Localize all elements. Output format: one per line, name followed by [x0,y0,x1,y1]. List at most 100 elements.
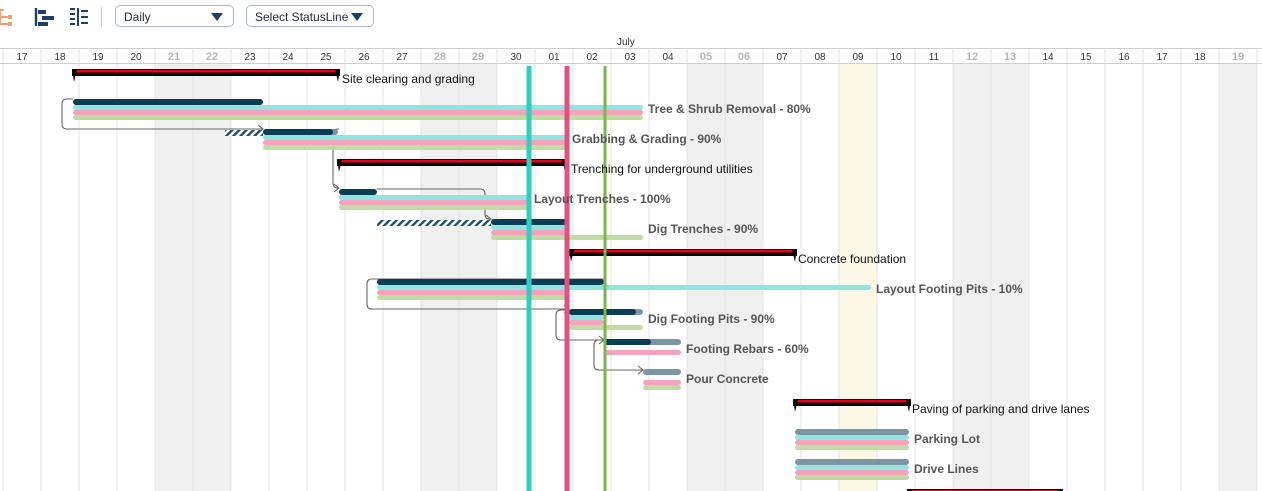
summary-bar-highlight [571,250,795,253]
day-label: 10 [890,52,902,63]
summary-bar[interactable] [72,69,340,82]
day-label: 30 [510,52,522,63]
task-label[interactable]: Drive Lines [914,462,979,476]
task-progress-bar[interactable] [604,339,651,345]
baseline-bar-cyan[interactable] [569,315,604,320]
baseline-bar-pink[interactable] [795,440,909,445]
summary-bar-highlight [339,160,565,163]
task-bar-remaining[interactable] [643,369,681,375]
baseline-bar-green[interactable] [795,445,909,450]
summary-start-marker [337,159,342,172]
dependency-link [593,339,643,371]
task-label[interactable]: Footing Rebars - 60% [686,342,809,356]
status-line-cyan[interactable] [526,66,532,491]
status-line-pink[interactable] [564,66,570,491]
highlight-column [839,64,877,491]
baseline-bar-green[interactable] [643,385,681,390]
status-line-green[interactable] [603,66,607,491]
baseline-bar-pink[interactable] [569,320,604,325]
baseline-bar-green[interactable] [339,205,529,210]
day-label: 20 [130,52,142,63]
summary-start-marker [793,399,798,412]
baseline-bar-pink[interactable] [604,350,681,355]
task-progress-bar[interactable] [339,189,377,195]
day-label: 17 [1156,52,1168,63]
day-label: 08 [814,52,826,63]
summary-end-marker [792,249,797,262]
dependency-link [555,309,604,341]
view-mode-select[interactable]: Daily [115,5,234,27]
baseline-bar-pink[interactable] [263,140,567,145]
task-progress-bar[interactable] [263,129,333,135]
collapse-tree-icon[interactable] [0,5,20,29]
chevron-down-icon [351,13,363,21]
task-progress-bar[interactable] [73,99,263,105]
summary-start-marker [569,249,574,262]
baseline-bar-pink[interactable] [73,110,643,115]
dependency-arrowhead [637,365,644,375]
weekend-column [421,64,459,491]
task-progress-bar[interactable] [569,309,636,315]
toolbar-divider [101,7,102,27]
summary-bar[interactable] [793,399,911,412]
summary-start-marker [72,69,77,82]
day-label: 17 [16,52,28,63]
baseline-bar-pink[interactable] [643,380,681,385]
baseline-bar-cyan[interactable] [795,435,909,440]
task-label[interactable]: Pour Concrete [686,372,769,386]
toolbar: Daily Select StatusLine [0,0,1262,34]
baseline-bar-green[interactable] [795,475,909,480]
baseline-bar-pink[interactable] [377,290,567,295]
task-label[interactable]: Tree & Shrub Removal - 80% [648,102,811,116]
weekend-column [459,64,497,491]
baseline-bar-pink[interactable] [795,470,909,475]
day-label: 29 [472,51,484,63]
task-label[interactable]: Layout Footing Pits - 10% [876,282,1023,296]
day-label: 12 [966,51,978,63]
day-label: 09 [852,52,864,63]
task-label[interactable]: Layout Trenches - 100% [534,192,671,206]
slack-bar[interactable] [377,220,491,226]
baseline-bar-cyan[interactable] [377,285,871,290]
task-label[interactable]: Dig Footing Pits - 90% [648,312,775,326]
weekend-column [1219,64,1257,491]
baseline-bar-green[interactable] [263,145,567,150]
day-label: 19 [1232,51,1244,63]
day-label: 02 [586,52,598,63]
summary-bar-highlight [74,70,338,73]
day-label: 13 [1004,51,1016,63]
status-line-select[interactable]: Select StatusLine [246,5,374,27]
weekend-column [991,64,1029,491]
baseline-bar-pink[interactable] [339,200,529,205]
outline-list-icon[interactable] [66,5,92,29]
summary-bar[interactable] [569,249,797,262]
summary-task-label[interactable]: Trenching for underground utilities [571,162,753,176]
day-label: 04 [662,52,674,63]
task-label[interactable]: Dig Trenches - 90% [648,222,758,236]
task-progress-bar[interactable] [377,279,604,285]
day-label: 23 [244,52,256,63]
task-label[interactable]: Parking Lot [914,432,980,446]
day-label: 01 [548,52,560,63]
task-bar-remaining[interactable] [795,459,909,465]
chevron-down-icon [211,13,223,21]
baseline-bar-green[interactable] [377,295,567,300]
summary-end-marker [335,69,340,82]
baseline-bar-green[interactable] [73,115,643,120]
summary-task-label[interactable]: Concrete foundation [798,252,906,266]
baseline-bar-cyan[interactable] [263,135,567,140]
baseline-bar-cyan[interactable] [73,105,643,110]
baseline-bar-cyan[interactable] [795,465,909,470]
task-label[interactable]: Grabbing & Grading - 90% [572,132,722,146]
weekend-column [155,64,193,491]
expand-levels-icon[interactable] [31,5,57,29]
summary-task-label[interactable]: Site clearing and grading [342,72,475,86]
summary-end-marker [906,399,911,412]
task-bar-remaining[interactable] [795,429,909,435]
summary-task-label[interactable]: Paving of parking and drive lanes [912,402,1089,416]
dependency-link [366,278,604,310]
slack-bar[interactable] [225,130,263,136]
day-label: 22 [206,51,218,63]
day-label: 18 [1194,52,1206,63]
baseline-bar-cyan[interactable] [339,195,529,200]
